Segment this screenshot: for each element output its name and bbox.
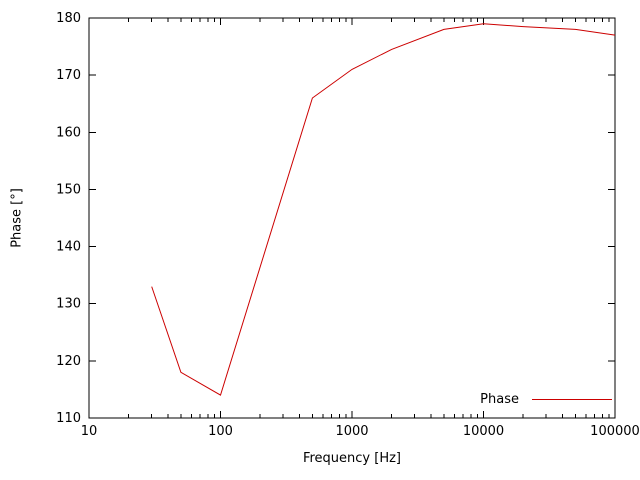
x-tick-label: 1000 [335,424,368,439]
legend-line-swatch [532,398,612,400]
y-tick-label: 180 [56,11,81,26]
y-tick-label: 150 [56,182,81,197]
y-tick-label: 160 [56,125,81,140]
x-tick-label: 10000 [463,424,504,439]
y-tick-label: 170 [56,68,81,83]
x-tick-label: 100 [208,424,233,439]
x-tick-label: 10 [81,424,98,439]
legend: Phase [480,391,612,407]
phase-line [151,23,616,396]
y-tick-label: 140 [56,240,81,255]
y-tick-label: 130 [56,297,81,312]
legend-label: Phase [480,391,519,407]
x-axis-label: Frequency [Hz] [302,451,402,466]
y-tick-label: 120 [56,354,81,369]
x-tick-label: 100000 [590,424,640,439]
y-axis-label: Phase [°] [9,188,25,248]
y-tick-label: 110 [56,411,81,426]
